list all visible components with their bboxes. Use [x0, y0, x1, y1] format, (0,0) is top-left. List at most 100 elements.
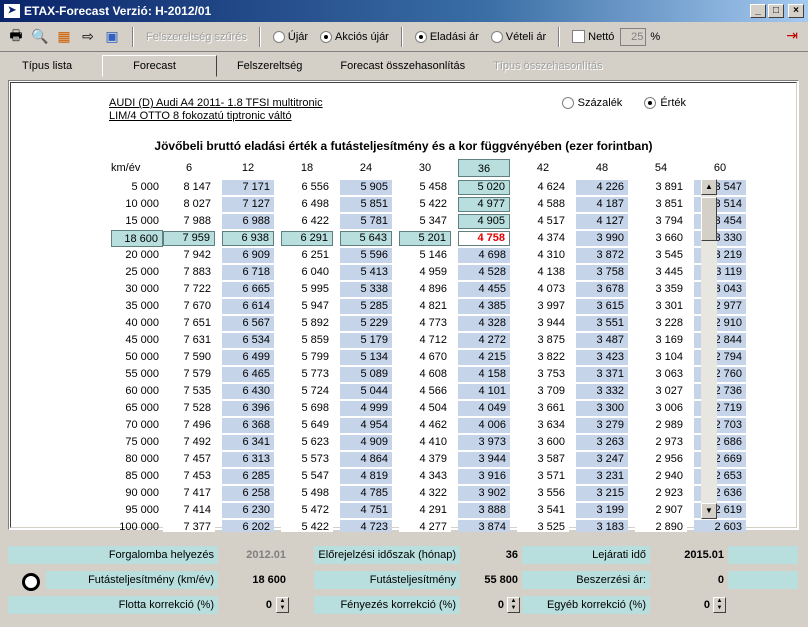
grid-cell[interactable]: 7 457 [163, 452, 215, 467]
grid-km-header[interactable]: 40 000 [125, 317, 159, 329]
grid-cell[interactable]: 7 528 [163, 401, 215, 416]
grid-cell[interactable]: 6 534 [222, 333, 274, 348]
grid-cell[interactable]: 7 127 [222, 197, 274, 212]
grid-cell[interactable]: 4 385 [458, 299, 510, 314]
grid-cell[interactable]: 4 504 [399, 401, 451, 416]
grid-cell[interactable]: 5 643 [340, 231, 392, 246]
grid-km-header[interactable]: 75 000 [125, 436, 159, 448]
net-checkbox-box[interactable] [572, 30, 586, 43]
grid-km-header[interactable]: 5 000 [131, 181, 159, 193]
grid-km-header[interactable]: 25 000 [125, 266, 159, 278]
grid-km-header[interactable]: 15 000 [125, 215, 159, 227]
grid-cell[interactable]: 5 649 [281, 418, 333, 433]
grid-month-header[interactable]: 48 [595, 162, 609, 174]
grid-cell[interactable]: 3 997 [517, 299, 569, 314]
close-button[interactable]: × [788, 4, 804, 18]
grid-cell[interactable]: 7 579 [163, 367, 215, 382]
radio-action-price-dot[interactable] [320, 30, 333, 43]
grid-cell[interactable]: 7 377 [163, 520, 215, 535]
grid-cell[interactable]: 6 498 [281, 197, 333, 212]
grid-cell[interactable]: 3 027 [635, 384, 687, 399]
grid-month-header[interactable]: 36 [458, 159, 510, 177]
maximize-button[interactable]: □ [768, 4, 784, 18]
grid-cell[interactable]: 4 588 [517, 197, 569, 212]
grid-cell[interactable]: 5 458 [399, 180, 451, 195]
grid-cell[interactable]: 6 341 [222, 435, 274, 450]
radio-new-price-dot[interactable] [272, 30, 285, 43]
picture-icon[interactable]: ▣ [105, 28, 119, 44]
grid-cell[interactable]: 5 422 [281, 520, 333, 535]
purchase-price-value[interactable]: 0 [717, 574, 724, 586]
grid-cell[interactable]: 3 371 [576, 367, 628, 382]
grid-cell[interactable]: 4 624 [517, 180, 569, 195]
grid-cell[interactable]: 2 956 [635, 452, 687, 467]
grid-cell[interactable]: 4 608 [399, 367, 451, 382]
grid-cell[interactable]: 6 430 [222, 384, 274, 399]
grid-month-header[interactable]: 54 [654, 162, 668, 174]
grid-cell[interactable]: 4 462 [399, 418, 451, 433]
grid-cell[interactable]: 4 379 [399, 452, 451, 467]
grid-cell[interactable]: 3 551 [576, 316, 628, 331]
grid-cell[interactable]: 3 571 [517, 469, 569, 484]
grid-cell[interactable]: 5 338 [340, 282, 392, 297]
grid-cell[interactable]: 8 147 [163, 180, 215, 195]
grid-cell[interactable]: 3 231 [576, 469, 628, 484]
radio-value-dot[interactable] [644, 97, 657, 109]
grid-cell[interactable]: 3 660 [635, 231, 687, 246]
grid-cell[interactable]: 3 487 [576, 333, 628, 348]
speedometer-icon[interactable] [22, 573, 40, 591]
grid-cell[interactable]: 3 891 [635, 180, 687, 195]
grid-cell[interactable]: 5 724 [281, 384, 333, 399]
grid-cell[interactable]: 5 905 [340, 180, 392, 195]
grid-km-header[interactable]: 20 000 [125, 249, 159, 261]
grid-km-header[interactable]: 50 000 [125, 351, 159, 363]
grid-cell[interactable]: 4 158 [458, 367, 510, 382]
grid-cell[interactable]: 3 615 [576, 299, 628, 314]
radio-sale-price[interactable]: Eladási ár [414, 30, 479, 43]
grid-cell[interactable]: 5 044 [340, 384, 392, 399]
grid-cell[interactable]: 5 851 [340, 197, 392, 212]
grid-cell[interactable]: 2 923 [635, 486, 687, 501]
grid-cell[interactable]: 7 670 [163, 299, 215, 314]
minimize-button[interactable]: _ [750, 4, 766, 18]
grid-cell[interactable]: 6 938 [222, 231, 274, 246]
grid-cell[interactable]: 4 864 [340, 452, 392, 467]
grid-cell[interactable]: 3 556 [517, 486, 569, 501]
grid-cell[interactable]: 3 169 [635, 333, 687, 348]
grid-cell[interactable]: 3 872 [576, 248, 628, 263]
print-preview-icon[interactable]: 🔍 [31, 28, 49, 44]
grid-km-header[interactable]: 90 000 [125, 487, 159, 499]
radio-sale-price-dot[interactable] [414, 30, 427, 43]
grid-km-header[interactable]: 60 000 [125, 385, 159, 397]
grid-cell[interactable]: 6 556 [281, 180, 333, 195]
grid-cell[interactable]: 7 535 [163, 384, 215, 399]
grid-cell[interactable]: 6 291 [281, 231, 333, 246]
grid-cell[interactable]: 5 020 [458, 180, 510, 195]
grid-month-header[interactable]: 42 [536, 162, 550, 174]
grid-cell[interactable]: 2 890 [635, 520, 687, 535]
grid-cell[interactable]: 4 723 [340, 520, 392, 535]
grid-cell[interactable]: 3 525 [517, 520, 569, 535]
grid-cell[interactable]: 4 758 [458, 231, 510, 246]
grid-cell[interactable]: 4 905 [458, 214, 510, 229]
grid-cell[interactable]: 3 973 [458, 435, 510, 450]
radio-percent-dot[interactable] [561, 97, 574, 109]
grid-cell[interactable]: 3 104 [635, 350, 687, 365]
grid-cell[interactable]: 3 990 [576, 231, 628, 246]
grid-cell[interactable]: 3 794 [635, 214, 687, 229]
grid-cell[interactable]: 6 251 [281, 248, 333, 263]
grid-cell[interactable]: 3 888 [458, 503, 510, 518]
grid-cell[interactable]: 5 201 [399, 231, 451, 246]
grid-cell[interactable]: 4 698 [458, 248, 510, 263]
grid-cell[interactable]: 2 940 [635, 469, 687, 484]
grid-km-header[interactable]: 55 000 [125, 368, 159, 380]
grid-cell[interactable]: 3 279 [576, 418, 628, 433]
grid-cell[interactable]: 4 291 [399, 503, 451, 518]
fleet-correction-value[interactable]: 0 [265, 599, 272, 611]
grid-cell[interactable]: 3 758 [576, 265, 628, 280]
grid-cell[interactable]: 3 634 [517, 418, 569, 433]
grid-cell[interactable]: 5 698 [281, 401, 333, 416]
grid-cell[interactable]: 4 528 [458, 265, 510, 280]
grid-cell[interactable]: 6 909 [222, 248, 274, 263]
exit-icon[interactable]: ⇥ [786, 27, 798, 43]
